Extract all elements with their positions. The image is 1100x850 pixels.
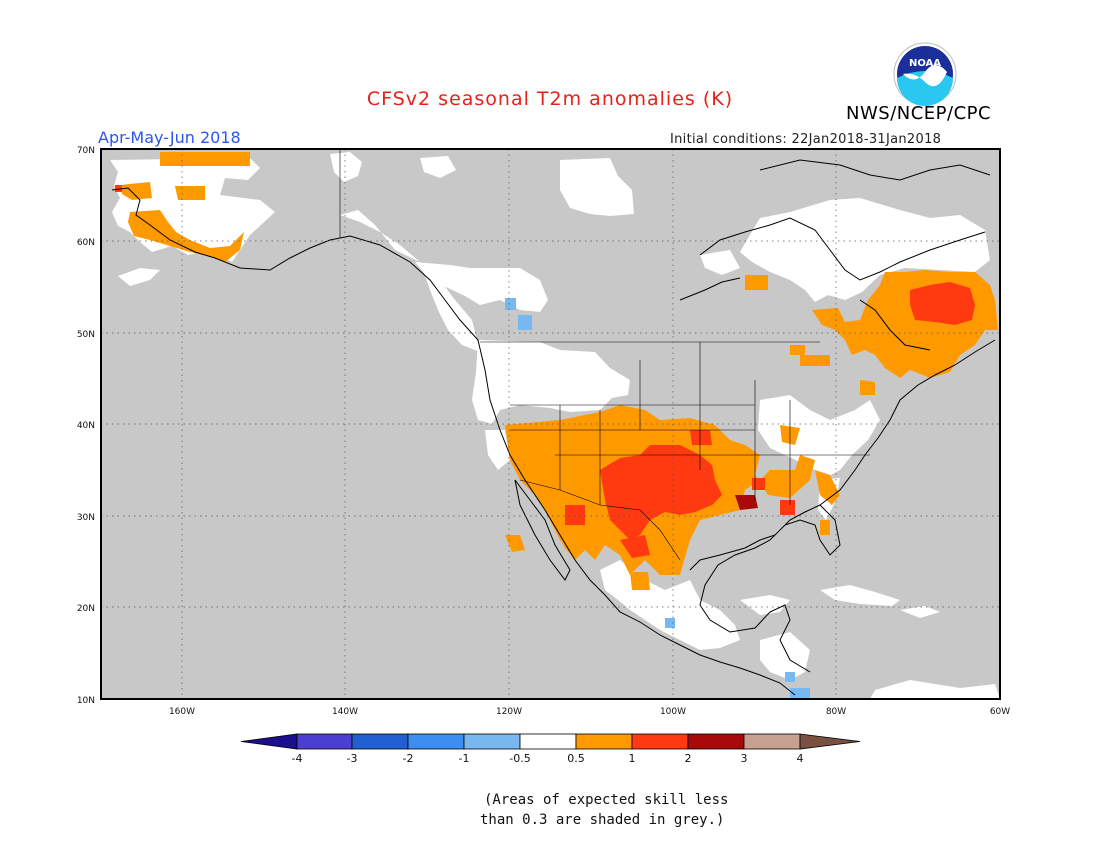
graticule	[101, 149, 1000, 699]
warm-anomaly-1-2	[115, 185, 975, 558]
noaa-logo: NOAA	[893, 42, 957, 106]
latitude-labels: 70N 60N 50N 40N 30N 20N 10N	[77, 146, 95, 706]
lon-label: 60W	[990, 707, 1010, 717]
colorbar-label: -1	[459, 752, 470, 765]
political-boundaries	[339, 150, 870, 561]
colorbar-segment	[575, 733, 633, 750]
initial-conditions: Initial conditions: 22Jan2018-31Jan2018	[670, 132, 942, 147]
colorbar-segment	[687, 733, 745, 750]
colorbar-segment	[407, 733, 465, 750]
logo-text: NOAA	[909, 58, 941, 69]
colorbar-label: 0.5	[567, 752, 585, 765]
colorbar-segment	[631, 733, 689, 750]
colorbar: -4 -3 -2 -1 -0.5 0.5 1 2 3 4	[240, 733, 861, 765]
colorbar-label: -2	[403, 752, 414, 765]
colorbar-segments	[240, 733, 861, 750]
colorbar-label: -0.5	[509, 752, 530, 765]
colorbar-segment	[240, 733, 298, 750]
colorbar-segment	[463, 733, 521, 750]
lat-label: 40N	[77, 421, 95, 431]
chart-title: CFSv2 seasonal T2m anomalies (K)	[366, 88, 734, 110]
anomaly-map: 70N 60N 50N 40N 30N 20N 10N 160W 140W 12…	[77, 146, 1010, 717]
colorbar-segment	[799, 733, 861, 750]
lon-label: 120W	[496, 707, 522, 717]
lat-label: 20N	[77, 604, 95, 614]
colorbar-label: 1	[629, 752, 636, 765]
lon-label: 160W	[169, 707, 195, 717]
skill-note-line1: (Areas of expected skill less	[484, 792, 729, 808]
forecast-period: Apr-May-Jun 2018	[98, 128, 241, 147]
colorbar-label: 2	[685, 752, 692, 765]
longitude-labels: 160W 140W 120W 100W 80W 60W	[169, 707, 1010, 717]
lat-label: 30N	[77, 513, 95, 523]
colorbar-label: 4	[797, 752, 804, 765]
map-frame	[100, 148, 1001, 700]
lon-label: 100W	[660, 707, 686, 717]
colorbar-label: -3	[347, 752, 358, 765]
lat-label: 70N	[77, 146, 95, 156]
lat-label: 50N	[77, 330, 95, 340]
colorbar-segment	[743, 733, 801, 750]
colorbar-segment	[519, 733, 577, 750]
colorbar-label: 3	[741, 752, 748, 765]
warm-anomaly-2-3	[735, 495, 758, 510]
cool-anomaly-0p5-1	[505, 298, 810, 699]
colorbar-labels: -4 -3 -2 -1 -0.5 0.5 1 2 3 4	[292, 752, 804, 765]
skill-note-line2: than 0.3 are shaded in grey.)	[480, 812, 725, 828]
lat-label: 60N	[77, 238, 95, 248]
lat-label: 10N	[77, 696, 95, 706]
coastlines	[111, 159, 996, 696]
lon-label: 140W	[332, 707, 358, 717]
agency-label: NWS/NCEP/CPC	[846, 103, 992, 124]
lon-label: 80W	[826, 707, 846, 717]
colorbar-segment	[351, 733, 409, 750]
colorbar-label: -4	[292, 752, 303, 765]
colorbar-segment	[296, 733, 353, 750]
